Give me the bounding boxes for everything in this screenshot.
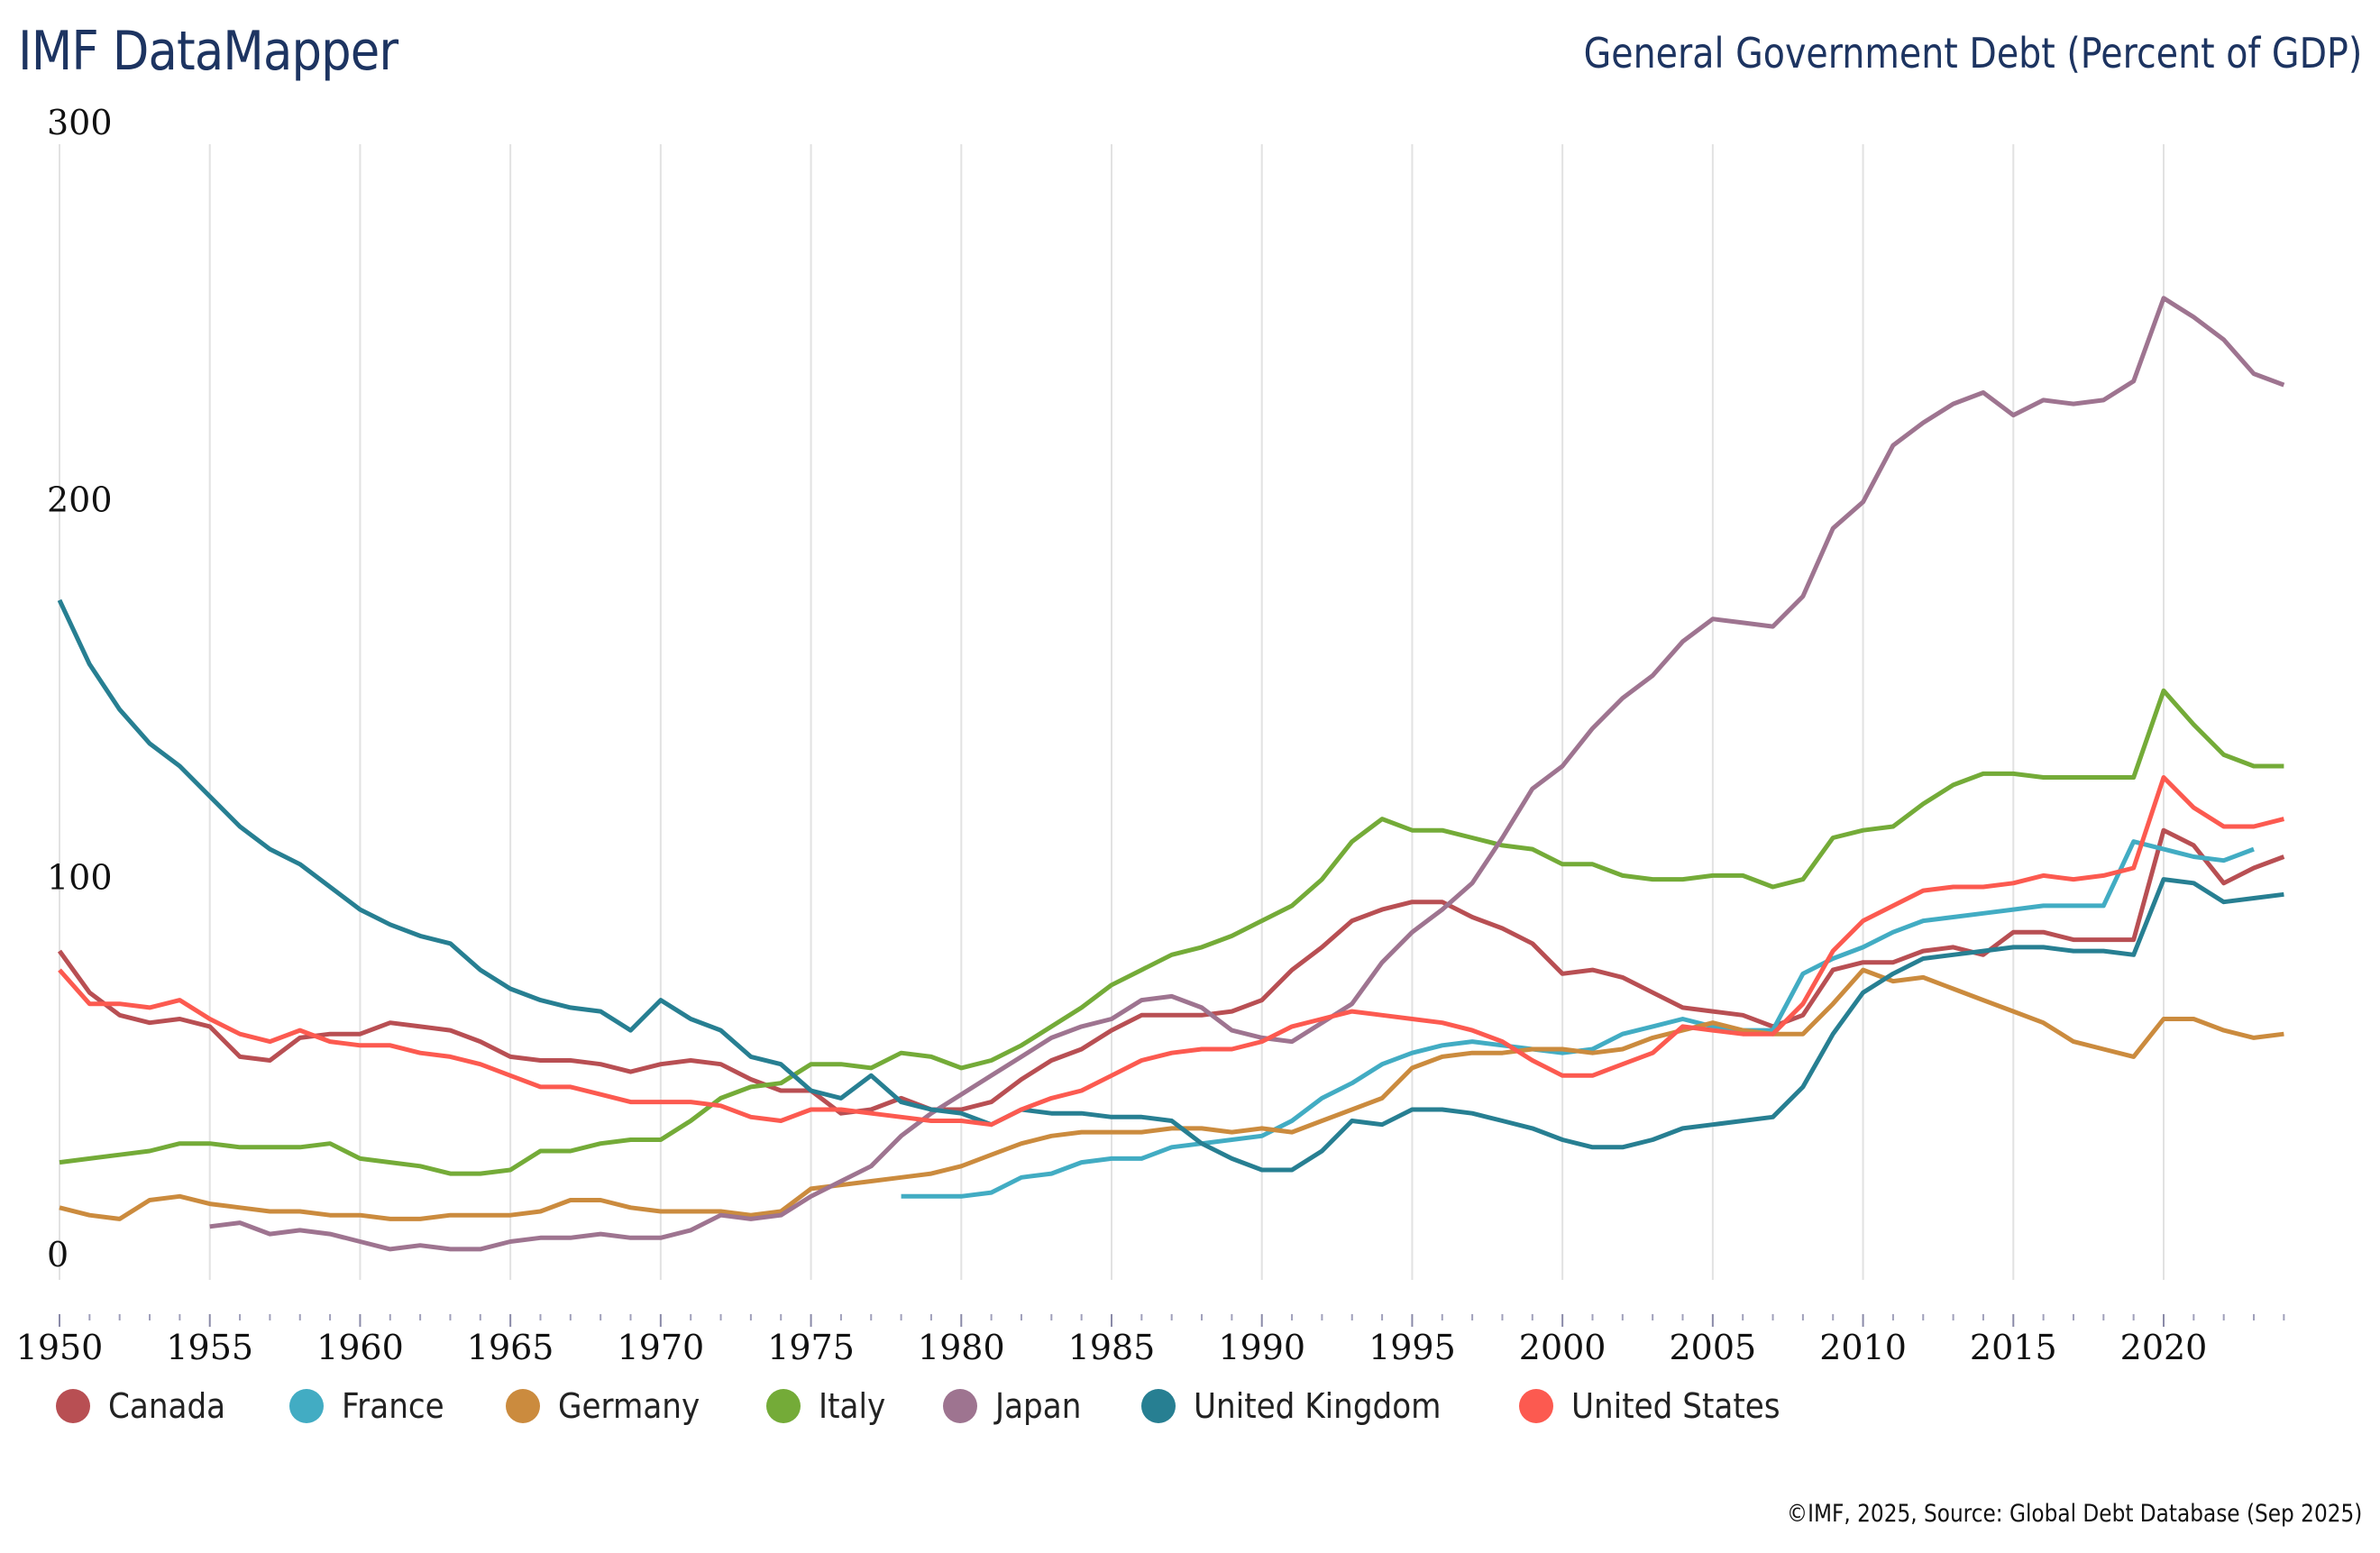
- y-tick-label: 100: [47, 857, 113, 897]
- series-line-united-kingdom: [57, 598, 2284, 1173]
- legend-label: Italy: [818, 1386, 885, 1426]
- legend-item-japan[interactable]: Japan: [943, 1386, 1091, 1426]
- x-tick-label: 2020: [2120, 1328, 2208, 1367]
- series-line-germany: [59, 967, 2284, 1221]
- x-tick-label: 2015: [1970, 1328, 2057, 1367]
- legend-marker-icon: [1519, 1389, 1554, 1423]
- x-tick-label: 1995: [1368, 1328, 1456, 1367]
- x-tick-label: 1980: [918, 1328, 1005, 1367]
- legend-item-italy[interactable]: Italy: [765, 1386, 892, 1426]
- source-footer: ©IMF, 2025, Source: Global Debt Database…: [1786, 1500, 2362, 1528]
- series-line-canada: [57, 827, 2285, 1116]
- x-tick-label: 1970: [617, 1328, 704, 1367]
- legend-label: France: [341, 1386, 444, 1426]
- legend-marker-icon: [288, 1389, 324, 1423]
- brand-title: IMF DataMapper: [18, 20, 398, 83]
- y-tick-label: 0: [47, 1235, 69, 1274]
- legend-label: United Kingdom: [1194, 1386, 1442, 1426]
- series-lines: [57, 296, 2285, 1252]
- legend-item-canada[interactable]: Canada: [56, 1386, 239, 1426]
- x-tick-label: 1975: [767, 1328, 855, 1367]
- grid-lines: [59, 144, 2165, 1280]
- x-axis: 1950 1955 1960 1965 1970 1975 1980 1985 1990 1995…: [16, 1314, 2285, 1367]
- legend-marker-icon: [505, 1389, 540, 1423]
- x-tick-label: 1960: [316, 1328, 404, 1367]
- x-tick-label: 2005: [1669, 1328, 1756, 1367]
- series-line-japan: [209, 296, 2285, 1252]
- legend-label: Germany: [557, 1386, 700, 1426]
- legend: Canada France Germany Italy Japan United King…: [56, 1386, 1854, 1426]
- legend-marker-icon: [1141, 1389, 1176, 1423]
- y-tick-label: 200: [47, 480, 113, 520]
- y-axis: 0 100 200 300: [47, 103, 113, 1274]
- chart-title: General Government Debt (Percent of GDP): [1583, 29, 2362, 78]
- x-tick-label: 1965: [467, 1328, 554, 1367]
- legend-item-france[interactable]: France: [288, 1386, 455, 1426]
- legend-item-united-states[interactable]: United States: [1519, 1386, 1803, 1426]
- legend-marker-icon: [765, 1389, 801, 1423]
- series-line-united-states: [58, 775, 2285, 1128]
- legend-marker-icon: [943, 1389, 978, 1423]
- x-tick-label: 1990: [1218, 1328, 1305, 1367]
- legend-label: United States: [1571, 1386, 1780, 1426]
- x-tick-label: 1955: [166, 1328, 253, 1367]
- legend-marker-icon: [56, 1389, 90, 1423]
- x-tick-label: 1950: [16, 1328, 104, 1367]
- legend-item-united-kingdom[interactable]: United Kingdom: [1141, 1386, 1469, 1426]
- legend-label: Canada: [108, 1386, 226, 1426]
- legend-item-germany[interactable]: Germany: [505, 1386, 716, 1426]
- x-tick-label: 2010: [1819, 1328, 1907, 1367]
- x-tick-label: 2000: [1519, 1328, 1606, 1367]
- y-tick-label: 300: [47, 103, 113, 142]
- legend-label: Japan: [995, 1386, 1082, 1426]
- series-line-italy: [59, 688, 2284, 1176]
- x-tick-label: 1985: [1068, 1328, 1156, 1367]
